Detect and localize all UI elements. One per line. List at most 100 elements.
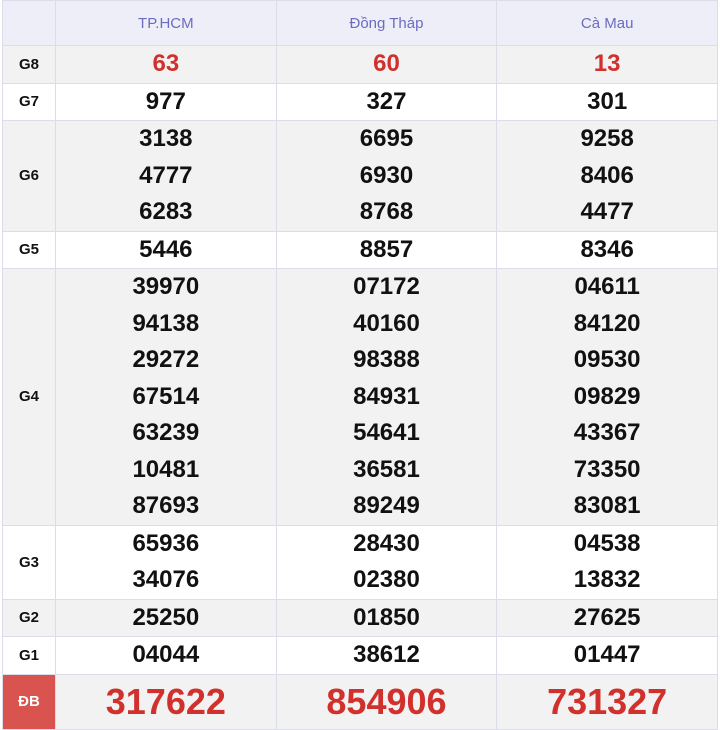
prize-number: 327 [366, 87, 407, 115]
prize-cell: 5446 [55, 230, 277, 269]
prize-row-g2: G2 25250 01850 27625 [2, 598, 718, 637]
prize-label: G4 [2, 268, 56, 526]
prize-cell: 60 [275, 45, 498, 84]
prize-number: 28430 [353, 529, 420, 557]
prize-row-g1: G1 04044 38612 01447 [2, 636, 718, 675]
header-row: TP.HCM Đồng Tháp Cà Mau [2, 0, 718, 46]
prize-number: 07172 [353, 273, 420, 300]
prize-number: 98388 [353, 346, 420, 373]
prize-cell: 8346 [496, 230, 718, 269]
prize-number: 04538 [573, 529, 641, 557]
prize-cell: 327 [275, 82, 498, 121]
prize-label: G2 [2, 598, 56, 637]
prize-label: G1 [2, 636, 56, 675]
prize-number: 5446 [139, 235, 193, 263]
prize-cell: 977 [55, 82, 277, 121]
prize-cell: 38612 [275, 636, 498, 675]
prize-number: 01447 [573, 641, 641, 668]
prize-number: 38612 [353, 641, 420, 668]
prize-row-g8: G8 63 60 13 [2, 45, 718, 84]
prize-cell: 28430 02380 [275, 524, 498, 600]
prize-cell: 39970 94138 29272 67514 63239 10481 87693 [55, 268, 277, 526]
prize-number: 65936 [132, 529, 200, 557]
prize-number: 13832 [573, 566, 641, 593]
prize-label: ĐB [2, 673, 56, 730]
prize-number: 10481 [132, 455, 200, 483]
province-header: TP.HCM [55, 0, 277, 46]
prize-cell: 04611 84120 09530 09829 43367 73350 83081 [496, 268, 718, 526]
prize-number: 89249 [353, 492, 420, 519]
prize-number: 977 [145, 87, 186, 115]
prize-label: G6 [2, 120, 56, 232]
prize-label: G5 [2, 230, 56, 269]
prize-number: 94138 [132, 309, 200, 337]
prize-cell: 65936 34076 [55, 524, 277, 600]
prize-number: 43367 [573, 419, 641, 446]
prize-number: 6695 [359, 125, 414, 152]
prize-cell: 6695 6930 8768 [275, 120, 498, 232]
prize-cell: 301 [496, 82, 718, 121]
corner-cell [2, 0, 56, 46]
prize-cell: 731327 [496, 673, 718, 730]
prize-number: 63 [152, 50, 180, 77]
prize-number: 87693 [132, 492, 200, 519]
prize-cell: 317622 [55, 673, 277, 730]
prize-number: 83081 [573, 492, 641, 519]
prize-number: 09829 [573, 382, 641, 410]
prize-number: 317622 [105, 680, 226, 722]
prize-number: 8768 [359, 198, 414, 225]
prize-number: 25250 [132, 603, 200, 631]
prize-number: 02380 [353, 566, 420, 593]
prize-number: 54641 [353, 419, 420, 446]
prize-row-đb: ĐB 317622 854906 731327 [2, 673, 718, 730]
prize-number: 6930 [359, 161, 414, 189]
prize-number: 40160 [353, 309, 420, 337]
prize-row-g3: G3 65936 34076 28430 02380 04538 13832 [2, 524, 718, 600]
prize-cell: 01447 [496, 636, 718, 675]
prize-number: 731327 [547, 680, 668, 722]
prize-number: 8346 [580, 235, 634, 263]
prize-number: 60 [373, 50, 400, 77]
prize-number: 3138 [139, 125, 193, 152]
prize-number: 29272 [132, 346, 200, 373]
province-header: Cà Mau [496, 0, 718, 46]
prize-cell: 3138 4777 6283 [55, 120, 277, 232]
prize-number: 4777 [139, 161, 193, 189]
prize-number: 4477 [580, 198, 634, 225]
prize-row-g4: G4 39970 94138 29272 67514 63239 10481 87693 071… [2, 268, 718, 526]
prize-number: 63239 [132, 419, 200, 446]
province-header: Đồng Tháp [275, 0, 498, 46]
prize-cell: 07172 40160 98388 84931 54641 36581 89249 [275, 268, 498, 526]
prize-number: 8406 [580, 161, 634, 189]
prize-cell: 8857 [275, 230, 498, 269]
prize-label: G3 [2, 524, 56, 600]
prize-number: 04044 [132, 641, 200, 668]
prize-number: 84931 [353, 382, 420, 410]
prize-number: 854906 [326, 680, 447, 722]
prize-cell: 04044 [55, 636, 277, 675]
prize-number: 6283 [139, 198, 193, 225]
prize-cell: 63 [55, 45, 277, 84]
prize-number: 27625 [573, 603, 641, 631]
prize-number: 04611 [574, 273, 640, 300]
prize-number: 34076 [132, 566, 200, 593]
prize-number: 67514 [132, 382, 200, 410]
prize-number: 9258 [580, 125, 634, 152]
prize-number: 73350 [573, 455, 641, 483]
prize-row-g6: G6 3138 4777 6283 6695 6930 8768 9258 8406 4477 [2, 120, 718, 232]
prize-label: G8 [2, 45, 56, 84]
prize-cell: 04538 13832 [496, 524, 718, 600]
prize-cell: 9258 8406 4477 [496, 120, 718, 232]
prize-number: 8857 [359, 235, 414, 263]
prize-number: 39970 [132, 273, 200, 300]
prize-number: 01850 [353, 603, 420, 631]
prize-number: 84120 [573, 309, 641, 337]
prize-number: 301 [587, 87, 628, 115]
prize-cell: 01850 [275, 598, 498, 637]
prize-number: 36581 [353, 455, 420, 483]
prize-cell: 27625 [496, 598, 718, 637]
prize-row-g7: G7 977 327 301 [2, 82, 718, 121]
prize-row-g5: G5 5446 8857 8346 [2, 230, 718, 269]
prize-label: G7 [2, 82, 56, 121]
